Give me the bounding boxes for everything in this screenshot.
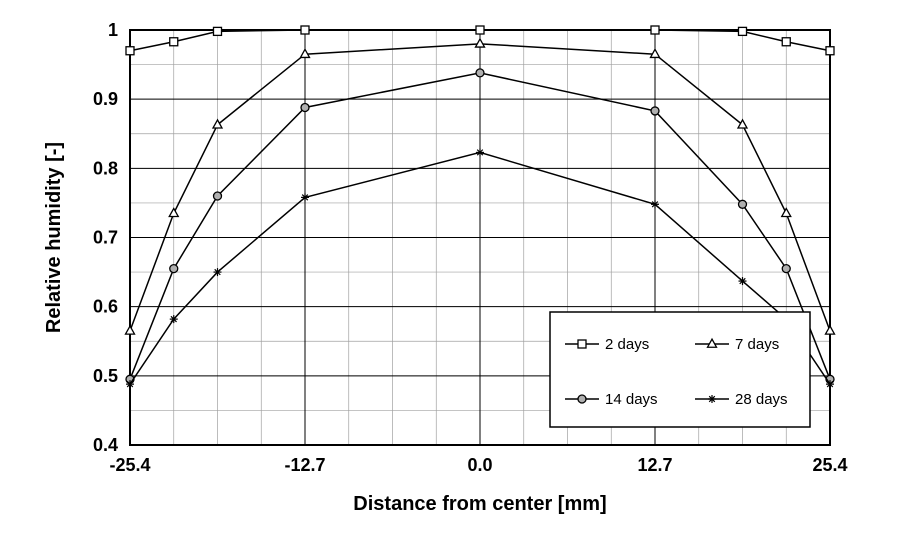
y-tick-label: 0.8	[93, 158, 118, 178]
y-tick-label: 0.9	[93, 89, 118, 109]
legend-label: 14 days	[605, 391, 658, 408]
legend-label: 2 days	[605, 336, 649, 353]
y-tick-label: 0.7	[93, 228, 118, 248]
line-chart: -25.4 -12.7 0.0 12.7 25.4 0.4 0.5 0.6 0.7 0.8 0.9 1…	[0, 0, 902, 559]
x-tick-label: -12.7	[284, 455, 325, 475]
legend: 2 days 7 days 14 days 28 days	[550, 312, 810, 427]
x-tick-label: 0.0	[467, 455, 492, 475]
y-tick-label: 0.6	[93, 297, 118, 317]
y-axis-title: Relative humidity [-]	[43, 142, 65, 333]
x-tick-label: -25.4	[109, 455, 150, 475]
x-axis-title: Distance from center [mm]	[353, 493, 606, 515]
legend-label: 28 days	[735, 391, 788, 408]
y-tick-label: 0.4	[93, 435, 118, 455]
y-tick-label: 0.5	[93, 366, 118, 386]
x-tick-label: 12.7	[637, 455, 672, 475]
x-tick-label: 25.4	[812, 455, 847, 475]
legend-label: 7 days	[735, 336, 779, 353]
legend-box	[550, 312, 810, 427]
y-tick-label: 1	[108, 20, 118, 40]
chart-container: -25.4 -12.7 0.0 12.7 25.4 0.4 0.5 0.6 0.7 0.8 0.9 1…	[0, 0, 902, 559]
